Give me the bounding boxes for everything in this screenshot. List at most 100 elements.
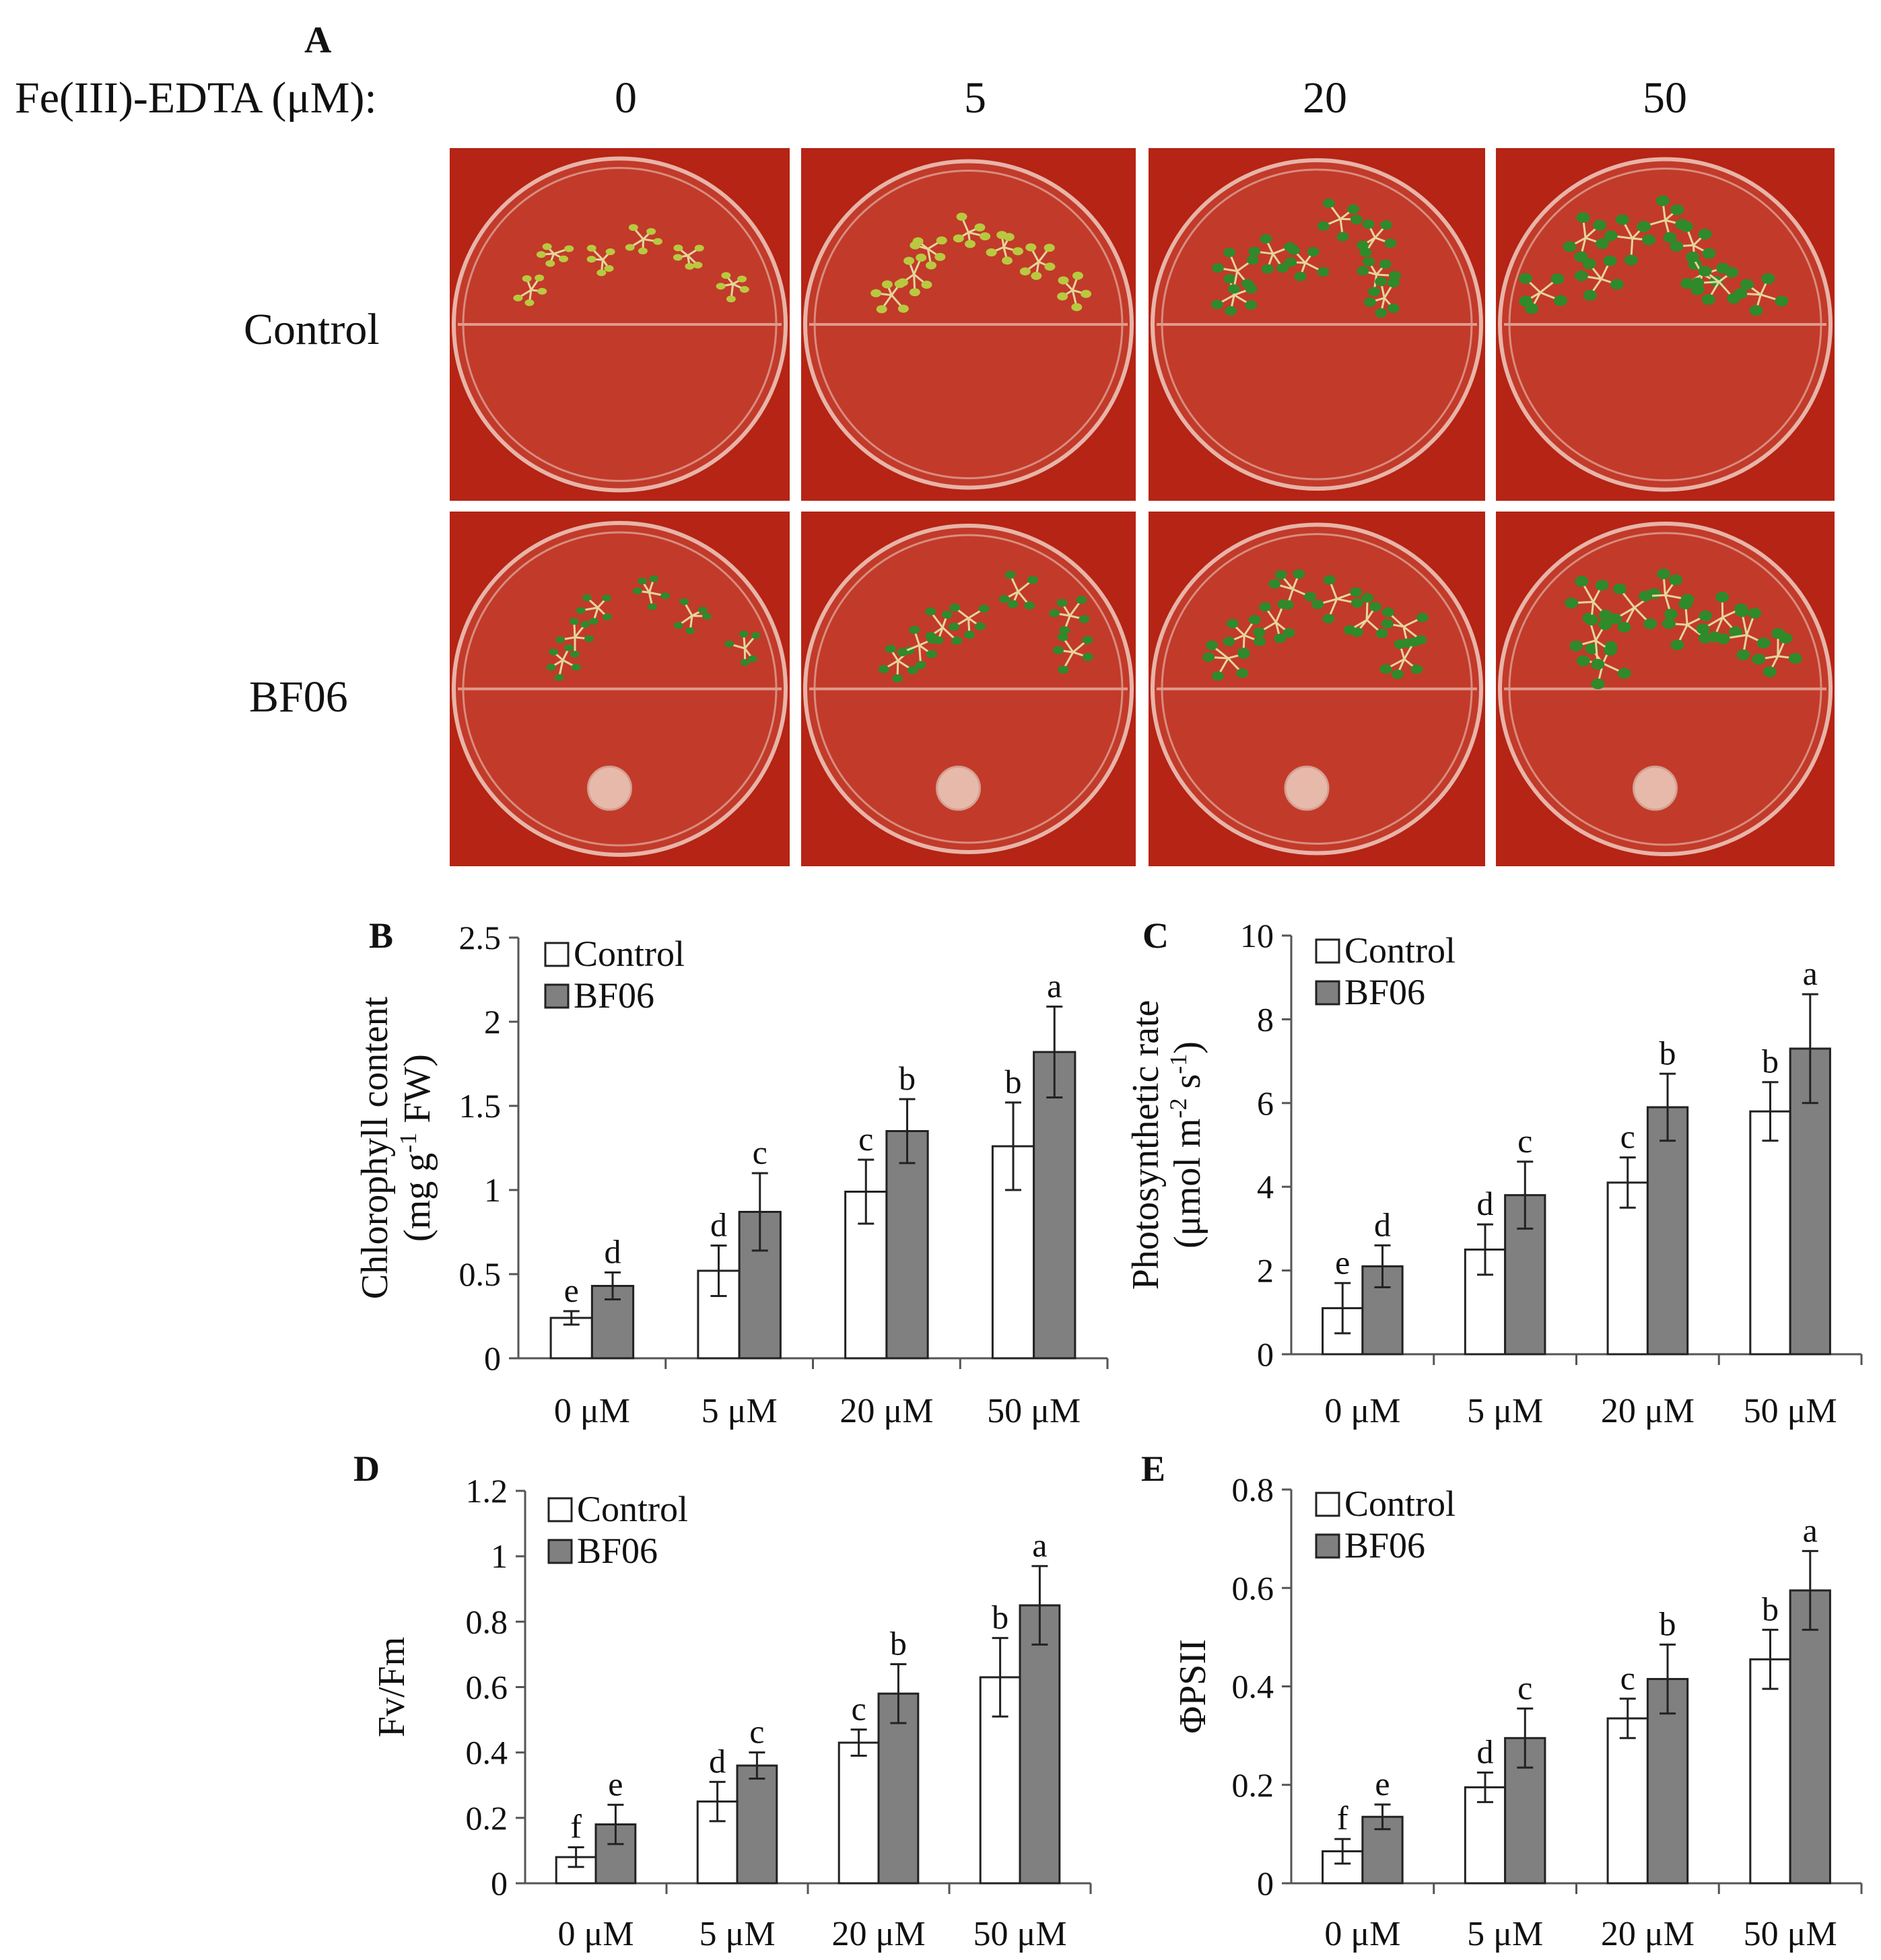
significance-letter: c bbox=[1517, 1122, 1532, 1160]
y-tick-label: 2 bbox=[484, 1003, 501, 1041]
x-category-label: 50 μM bbox=[1744, 1392, 1837, 1430]
x-category-label: 20 μM bbox=[840, 1392, 933, 1430]
y-tick-label: 0 bbox=[491, 1864, 508, 1902]
legend-label: Control bbox=[1344, 930, 1456, 971]
significance-letter: f bbox=[570, 1808, 582, 1846]
significance-letter: a bbox=[1803, 954, 1818, 992]
y-tick-label: 0.5 bbox=[459, 1255, 502, 1293]
significance-letter: b bbox=[992, 1599, 1008, 1636]
bar-bf06 bbox=[736, 1764, 778, 1885]
plate-control-20 bbox=[1149, 148, 1485, 501]
significance-letter: e bbox=[564, 1271, 579, 1309]
row-label-bf06: BF06 bbox=[249, 672, 348, 722]
plate-photo-grid bbox=[450, 148, 1835, 866]
y-tick-label: 1 bbox=[484, 1171, 501, 1209]
x-category-label: 5 μM bbox=[1467, 1392, 1543, 1430]
y-axis-label: Photosynthetic rate bbox=[1125, 1000, 1167, 1290]
significance-letter: c bbox=[851, 1690, 866, 1728]
y-tick-label: 6 bbox=[1257, 1084, 1274, 1122]
y-tick-label: 1 bbox=[491, 1537, 508, 1575]
panel-a-letter: A bbox=[304, 20, 332, 61]
y-tick-label: 0.6 bbox=[466, 1669, 508, 1706]
y-axis-label: ΦPSII bbox=[1172, 1639, 1214, 1734]
bar-bf06 bbox=[885, 1130, 929, 1360]
x-category-label: 0 μM bbox=[1324, 1915, 1400, 1953]
conc-label-20: 20 bbox=[1303, 73, 1347, 123]
legend-swatch bbox=[544, 983, 570, 1009]
x-category-label: 0 μM bbox=[1324, 1392, 1400, 1430]
significance-letter: a bbox=[1047, 967, 1062, 1005]
conc-label-50: 50 bbox=[1643, 73, 1687, 123]
x-category-label: 5 μM bbox=[1467, 1915, 1543, 1953]
significance-letter: a bbox=[1032, 1527, 1047, 1564]
y-axis-label: Fv/Fm bbox=[371, 1637, 413, 1737]
plate-control-50 bbox=[1496, 148, 1835, 501]
conc-label-5: 5 bbox=[964, 73, 986, 123]
bar-control bbox=[1606, 1717, 1649, 1885]
x-category-label: 5 μM bbox=[702, 1392, 778, 1430]
bar-control bbox=[1749, 1658, 1791, 1885]
bar-control bbox=[837, 1741, 880, 1885]
y-tick-label: 0 bbox=[1257, 1864, 1274, 1902]
significance-letter: e bbox=[608, 1765, 623, 1803]
legend-swatch bbox=[1315, 1492, 1340, 1517]
significance-letter: c bbox=[1517, 1669, 1532, 1706]
x-category-label: 0 μM bbox=[554, 1392, 630, 1430]
legend-label: Control bbox=[577, 1489, 688, 1529]
y-axis-label: Chlorophyll content bbox=[354, 996, 396, 1299]
chart-b: B00.511.522.50 μM 5 μM 20 μM 50 μMedcbdcbaC… bbox=[354, 915, 1109, 1430]
significance-letter: b bbox=[890, 1624, 907, 1662]
significance-letter: e bbox=[1335, 1243, 1350, 1281]
y-tick-label: 0.8 bbox=[466, 1603, 508, 1640]
legend-label: BF06 bbox=[577, 1531, 658, 1571]
significance-letter: b bbox=[1005, 1063, 1022, 1100]
legend-swatch bbox=[547, 1497, 573, 1523]
x-category-label: 50 μM bbox=[987, 1392, 1081, 1430]
x-category-label: 20 μM bbox=[1601, 1392, 1695, 1430]
x-category-label: 20 μM bbox=[831, 1915, 925, 1953]
y-tick-label: 1.2 bbox=[466, 1472, 508, 1510]
chart-e: E00.20.40.60.80 μM 5 μM 20 μM 50 μMfdcbecba… bbox=[1141, 1448, 1863, 1953]
panel-letter: C bbox=[1142, 915, 1169, 956]
y-tick-label: 0.6 bbox=[1232, 1569, 1274, 1607]
x-category-label: 20 μM bbox=[1601, 1915, 1695, 1953]
plate-bf06-50 bbox=[1496, 512, 1835, 866]
significance-letter: d bbox=[709, 1742, 726, 1780]
legend-swatch bbox=[1315, 1533, 1340, 1559]
y-axis-label-units: (μmol m-2 s-1) bbox=[1165, 1041, 1208, 1249]
y-tick-label: 0.4 bbox=[466, 1734, 508, 1772]
plate-control-5 bbox=[801, 148, 1136, 501]
y-tick-label: 4 bbox=[1257, 1168, 1274, 1205]
significance-letter: a bbox=[1803, 1511, 1818, 1549]
significance-letter: d bbox=[605, 1233, 621, 1271]
y-tick-label: 0 bbox=[1257, 1335, 1274, 1373]
significance-letter: b bbox=[899, 1059, 916, 1097]
significance-letter: e bbox=[1375, 1765, 1390, 1803]
panel-letter: E bbox=[1141, 1448, 1165, 1489]
significance-letter: f bbox=[1337, 1799, 1348, 1837]
significance-letter: d bbox=[1374, 1205, 1391, 1243]
bar-bf06 bbox=[1646, 1106, 1689, 1356]
legend-label: BF06 bbox=[574, 975, 654, 1016]
bar-bf06 bbox=[1033, 1051, 1076, 1360]
significance-letter: c bbox=[1620, 1118, 1635, 1156]
x-category-label: 50 μM bbox=[973, 1915, 1066, 1953]
y-tick-label: 8 bbox=[1257, 1000, 1274, 1038]
y-tick-label: 0 bbox=[484, 1339, 501, 1377]
y-axis-label-units: (mg g-1 FW) bbox=[395, 1054, 438, 1242]
y-tick-label: 1.5 bbox=[459, 1087, 502, 1125]
legend-label: BF06 bbox=[1344, 972, 1425, 1012]
y-tick-label: 10 bbox=[1240, 917, 1274, 954]
bar-control bbox=[1749, 1110, 1791, 1356]
legend-swatch bbox=[544, 942, 570, 967]
panel-letter: D bbox=[353, 1448, 380, 1489]
bar-bf06 bbox=[877, 1692, 920, 1885]
y-tick-label: 2 bbox=[1257, 1252, 1274, 1290]
y-tick-label: 0.4 bbox=[1232, 1668, 1274, 1706]
significance-letter: c bbox=[1620, 1659, 1635, 1697]
significance-letter: d bbox=[1476, 1185, 1493, 1222]
panel-letter: B bbox=[369, 915, 393, 956]
